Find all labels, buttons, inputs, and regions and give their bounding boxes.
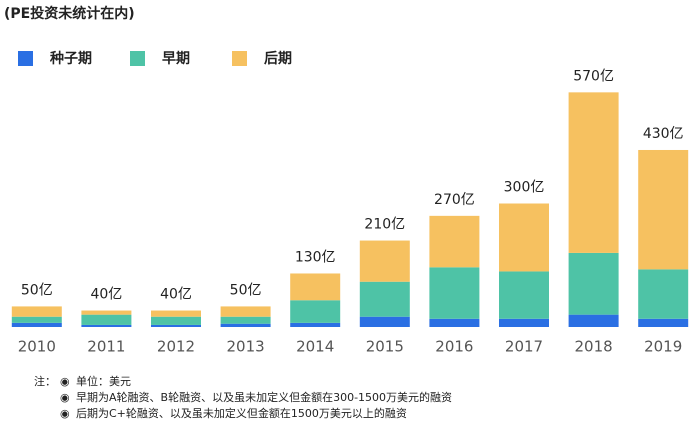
bar-segment bbox=[151, 310, 201, 317]
bar-segment bbox=[151, 324, 201, 327]
total-label: 210亿 bbox=[364, 217, 405, 233]
total-label: 570亿 bbox=[573, 68, 614, 84]
total-label: 270亿 bbox=[434, 192, 475, 208]
bar-segment bbox=[568, 252, 619, 315]
legend-label: 后期 bbox=[264, 50, 292, 67]
legend-label: 早期 bbox=[162, 51, 190, 67]
total-label: 40亿 bbox=[160, 287, 192, 303]
bar-segment bbox=[568, 92, 619, 253]
x-tick-label: 2012 bbox=[157, 338, 195, 356]
legend-swatch bbox=[130, 51, 145, 66]
note-line: 后期为C+轮融资、以及虽未加定义但金额在1500万美元以上的融资 bbox=[76, 406, 407, 420]
total-label: 130亿 bbox=[295, 249, 336, 265]
x-tick-label: 2013 bbox=[227, 338, 265, 356]
bar-segment bbox=[220, 323, 271, 327]
total-label: 50亿 bbox=[21, 282, 53, 298]
bar-segment bbox=[638, 318, 689, 327]
bar-segment bbox=[290, 300, 341, 323]
x-tick-label: 2010 bbox=[18, 338, 56, 356]
x-tick-label: 2017 bbox=[505, 338, 543, 356]
bar-segment bbox=[499, 318, 549, 327]
chart-subtitle: (PE投资未统计在内) bbox=[4, 5, 135, 22]
bar-segment bbox=[11, 316, 62, 323]
legend-label: 种子期 bbox=[49, 50, 92, 67]
note-bullet: ◉ bbox=[60, 407, 70, 420]
legend-swatch bbox=[18, 51, 33, 66]
note-bullet: ◉ bbox=[60, 391, 70, 404]
bar-segment bbox=[81, 310, 132, 315]
x-tick-label: 2016 bbox=[435, 338, 473, 356]
bar-segment bbox=[359, 240, 410, 282]
total-label: 300亿 bbox=[504, 180, 545, 196]
note-prefix: 注： bbox=[34, 374, 56, 388]
bar-segment bbox=[429, 215, 480, 268]
legend-swatch bbox=[232, 51, 247, 66]
bar-segment bbox=[220, 316, 271, 324]
bar-segment bbox=[290, 273, 341, 301]
note-line: 早期为A轮融资、B轮融资、以及虽未加定义但金额在300-1500万美元的融资 bbox=[76, 390, 452, 404]
bar-segment bbox=[220, 306, 271, 317]
bar-segment bbox=[499, 203, 549, 272]
note-line: 单位：美元 bbox=[76, 374, 131, 388]
total-label: 430亿 bbox=[643, 126, 684, 142]
x-tick-label: 2018 bbox=[575, 338, 613, 356]
bar-segment bbox=[151, 316, 201, 325]
x-tick-label: 2011 bbox=[87, 338, 125, 356]
bar-segment bbox=[638, 149, 689, 270]
bar-segment bbox=[499, 271, 549, 319]
total-label: 50亿 bbox=[230, 282, 262, 298]
bar-segment bbox=[81, 314, 132, 325]
x-tick-label: 2015 bbox=[366, 338, 404, 356]
bar-segment bbox=[429, 267, 480, 319]
bar-segment bbox=[568, 314, 619, 327]
note-bullet: ◉ bbox=[60, 375, 70, 388]
bar-segment bbox=[359, 281, 410, 317]
bar-segment bbox=[429, 318, 480, 327]
bar-segment bbox=[11, 322, 62, 327]
bar-segment bbox=[11, 306, 62, 317]
bar-segment bbox=[290, 322, 341, 327]
bar-segment bbox=[638, 269, 689, 319]
bar-segment bbox=[359, 316, 410, 327]
x-tick-label: 2019 bbox=[644, 338, 682, 356]
total-label: 40亿 bbox=[90, 287, 122, 303]
bar-segment bbox=[81, 324, 132, 327]
x-tick-label: 2014 bbox=[296, 338, 334, 356]
